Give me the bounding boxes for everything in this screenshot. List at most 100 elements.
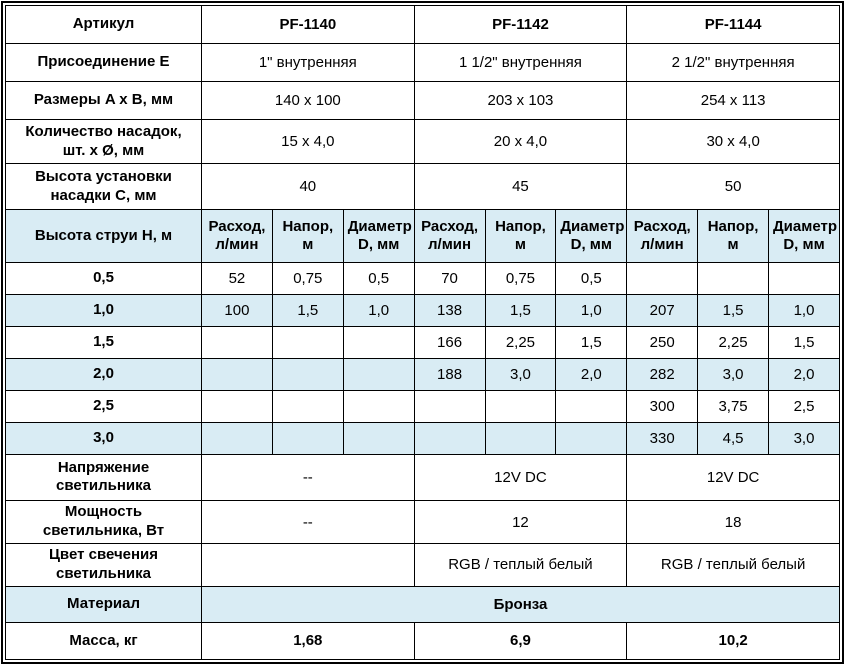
label-power: Мощность светильника, Вт bbox=[5, 499, 202, 545]
jet-height-label: 1,0 bbox=[5, 293, 202, 327]
jet-cell bbox=[342, 389, 415, 423]
dimensions-value-2: 254 x 113 bbox=[626, 81, 840, 121]
jet-cell bbox=[413, 421, 486, 455]
row-jet-header: Высота струи H, м Расход, л/мин Напор, м… bbox=[5, 209, 840, 263]
row-jet-1_0: 1,0 100 1,5 1,0 138 1,5 1,0 207 1,5 1,0 bbox=[5, 293, 840, 327]
jet-cell: 100 bbox=[201, 293, 273, 327]
jet-cell: 1,0 bbox=[555, 293, 628, 327]
row-mass: Масса, кг 1,68 6,9 10,2 bbox=[5, 621, 840, 661]
jet-cell bbox=[271, 357, 344, 391]
jet-cell: 4,5 bbox=[697, 421, 769, 455]
jet-cell: 3,0 bbox=[768, 421, 840, 455]
label-jet-height: Высота струи H, м bbox=[5, 209, 202, 263]
jet-cell: 138 bbox=[413, 293, 486, 327]
connection-value-0: 1" внутренняя bbox=[201, 43, 415, 83]
label-install-height: Высота установки насадки C, мм bbox=[5, 163, 202, 211]
row-install-height: Высота установки насадки C, мм 40 45 50 bbox=[5, 163, 840, 211]
jet-height-label: 2,5 bbox=[5, 389, 202, 423]
nozzles-value-0: 15 x 4,0 bbox=[201, 119, 415, 165]
install-height-value-1: 45 bbox=[413, 163, 628, 211]
jet-cell: 1,5 bbox=[768, 325, 840, 359]
subheader-head-2: Напор, м bbox=[697, 209, 769, 263]
jet-cell: 1,5 bbox=[555, 325, 628, 359]
label-dimensions: Размеры A x B, мм bbox=[5, 81, 202, 121]
row-jet-1_5: 1,5 166 2,25 1,5 250 2,25 1,5 bbox=[5, 325, 840, 359]
row-nozzles: Количество насадок, шт. x Ø, мм 15 x 4,0… bbox=[5, 119, 840, 165]
jet-cell bbox=[626, 261, 699, 295]
jet-cell: 3,0 bbox=[697, 357, 769, 391]
subheader-head-0: Напор, м bbox=[271, 209, 344, 263]
jet-cell: 1,0 bbox=[768, 293, 840, 327]
jet-cell bbox=[697, 261, 769, 295]
jet-cell bbox=[484, 421, 557, 455]
light-color-value-2: RGB / теплый белый bbox=[626, 543, 840, 587]
mass-value-2: 10,2 bbox=[626, 621, 840, 661]
light-color-value-0 bbox=[201, 543, 415, 587]
row-voltage: Напряжение светильника -- 12V DC 12V DC bbox=[5, 453, 840, 502]
jet-cell: 1,5 bbox=[697, 293, 769, 327]
jet-height-label: 0,5 bbox=[5, 261, 202, 295]
voltage-value-1: 12V DC bbox=[413, 453, 628, 502]
subheader-flow-2: Расход, л/мин bbox=[626, 209, 699, 263]
jet-cell: 250 bbox=[626, 325, 699, 359]
label-connection: Присоединение E bbox=[5, 43, 202, 83]
jet-cell: 2,25 bbox=[697, 325, 769, 359]
label-light-color: Цвет свечения светильника bbox=[5, 543, 202, 587]
connection-value-2: 2 1/2" внутренняя bbox=[626, 43, 840, 83]
subheader-flow-1: Расход, л/мин bbox=[413, 209, 486, 263]
dimensions-value-1: 203 x 103 bbox=[413, 81, 628, 121]
jet-cell bbox=[201, 389, 273, 423]
jet-cell: 52 bbox=[201, 261, 273, 295]
row-material: Материал Бронза bbox=[5, 585, 840, 623]
product-spec-table: Артикул PF-1140 PF-1142 PF-1144 Присоеди… bbox=[5, 4, 840, 661]
label-nozzles: Количество насадок, шт. x Ø, мм bbox=[5, 119, 202, 165]
nozzles-value-1: 20 x 4,0 bbox=[413, 119, 628, 165]
jet-cell bbox=[484, 389, 557, 423]
subheader-head-1: Напор, м bbox=[484, 209, 557, 263]
mass-value-1: 6,9 bbox=[413, 621, 628, 661]
jet-height-label: 3,0 bbox=[5, 421, 202, 455]
jet-cell bbox=[413, 389, 486, 423]
article-value-2: PF-1144 bbox=[626, 4, 840, 45]
row-jet-2_5: 2,5 300 3,75 2,5 bbox=[5, 389, 840, 423]
power-value-2: 18 bbox=[626, 499, 840, 545]
jet-cell bbox=[342, 421, 415, 455]
jet-cell bbox=[342, 357, 415, 391]
jet-cell bbox=[271, 389, 344, 423]
jet-cell: 2,0 bbox=[768, 357, 840, 391]
jet-cell bbox=[201, 357, 273, 391]
jet-cell bbox=[555, 421, 628, 455]
row-article: Артикул PF-1140 PF-1142 PF-1144 bbox=[5, 4, 840, 45]
jet-cell: 1,5 bbox=[484, 293, 557, 327]
jet-cell bbox=[768, 261, 840, 295]
connection-value-1: 1 1/2" внутренняя bbox=[413, 43, 628, 83]
article-value-1: PF-1142 bbox=[413, 4, 628, 45]
voltage-value-0: -- bbox=[201, 453, 415, 502]
jet-height-label: 2,0 bbox=[5, 357, 202, 391]
jet-cell: 300 bbox=[626, 389, 699, 423]
jet-cell: 70 bbox=[413, 261, 486, 295]
jet-cell: 2,25 bbox=[484, 325, 557, 359]
row-connection: Присоединение E 1" внутренняя 1 1/2" вну… bbox=[5, 43, 840, 83]
jet-height-label: 1,5 bbox=[5, 325, 202, 359]
subheader-diameter-1: Диаметр D, мм bbox=[555, 209, 628, 263]
subheader-flow-0: Расход, л/мин bbox=[201, 209, 273, 263]
dimensions-value-0: 140 x 100 bbox=[201, 81, 415, 121]
row-jet-3_0: 3,0 330 4,5 3,0 bbox=[5, 421, 840, 455]
light-color-value-1: RGB / теплый белый bbox=[413, 543, 628, 587]
jet-cell: 2,0 bbox=[555, 357, 628, 391]
jet-cell: 1,0 bbox=[342, 293, 415, 327]
subheader-diameter-0: Диаметр D, мм bbox=[342, 209, 415, 263]
jet-cell: 166 bbox=[413, 325, 486, 359]
jet-cell: 207 bbox=[626, 293, 699, 327]
power-value-1: 12 bbox=[413, 499, 628, 545]
row-dimensions: Размеры A x B, мм 140 x 100 203 x 103 25… bbox=[5, 81, 840, 121]
install-height-value-2: 50 bbox=[626, 163, 840, 211]
jet-cell: 188 bbox=[413, 357, 486, 391]
install-height-value-0: 40 bbox=[201, 163, 415, 211]
voltage-value-2: 12V DC bbox=[626, 453, 840, 502]
jet-cell: 1,5 bbox=[271, 293, 344, 327]
jet-cell: 282 bbox=[626, 357, 699, 391]
mass-value-0: 1,68 bbox=[201, 621, 415, 661]
